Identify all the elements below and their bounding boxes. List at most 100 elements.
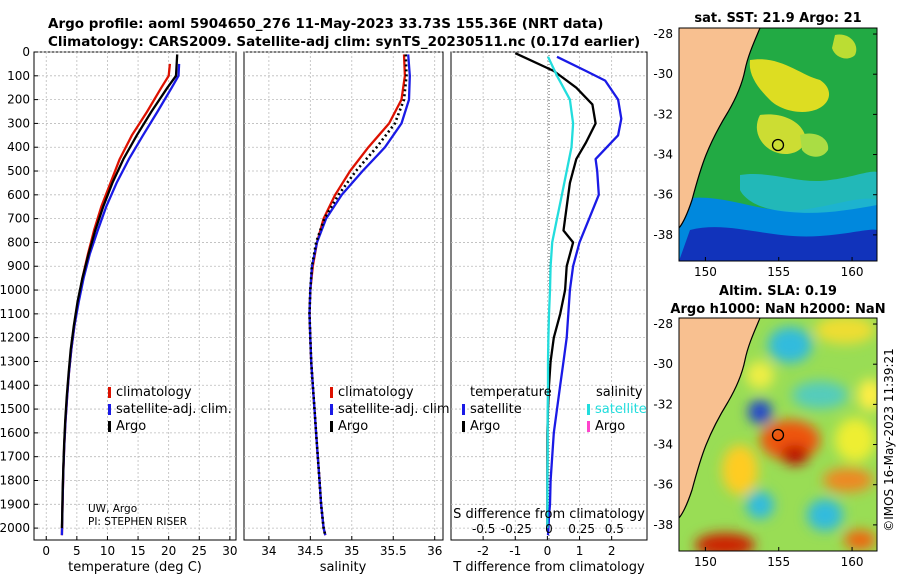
salinity-legend: climatology satellite-adj. clim. Argo <box>330 385 454 434</box>
temperature-xtick-label: 5 <box>73 544 81 558</box>
depth-tick-label: 100 <box>7 69 30 83</box>
map-ytick-label: -34 <box>653 438 673 452</box>
salinity-difference-label: S difference from climatology <box>453 507 645 522</box>
temperature-legend: climatology satellite-adj. clim. Argo <box>108 385 232 434</box>
depth-tick-label: 2000 <box>0 521 30 535</box>
difference-xtick-label: -1 <box>509 544 521 558</box>
temperature-xtick-label: 30 <box>222 544 237 558</box>
map-ytick-label: -30 <box>653 67 673 81</box>
depth-tick-label: 1000 <box>0 283 30 297</box>
sst-map-title: sat. SST: 21.9 Argo: 21 <box>694 11 861 26</box>
sla-map-title-line1: Altim. SLA: 0.19 <box>719 284 837 299</box>
map-xtick-label: 155 <box>767 265 790 279</box>
figure-title-line2: Climatology: CARS2009. Satellite-adj cli… <box>48 34 640 50</box>
map-ytick-label: -32 <box>653 107 673 121</box>
salinity-diff-tick-label: 0.5 <box>605 522 624 536</box>
depth-tick-label: 1100 <box>0 307 30 321</box>
temperature-xtick-label: 10 <box>100 544 115 558</box>
salinity-xtick-label: 34.5 <box>297 544 324 558</box>
map-xtick-label: 160 <box>841 265 864 279</box>
depth-tick-label: 800 <box>7 235 30 249</box>
depth-tick-label: 400 <box>7 140 30 154</box>
sst-map: sat. SST: 21.9 Argo: 21 150 155 160 -28 -30 -… <box>653 11 878 279</box>
map-ytick-label: -38 <box>653 228 673 242</box>
sla-argo-marker <box>771 428 785 442</box>
map-ytick-label: -34 <box>653 148 673 162</box>
depth-tick-label: 500 <box>7 164 30 178</box>
temperature-xtick-label: 20 <box>161 544 176 558</box>
map-ytick-label: -32 <box>653 397 673 411</box>
depth-tick-label: 1800 <box>0 473 30 487</box>
salinity-xtick-label: 35.5 <box>380 544 407 558</box>
temperature-panel: 0 5 10 15 20 25 30 temperature (deg C) climato… <box>33 51 238 575</box>
sla-map: Altim. SLA: 0.19 Argo h1000: NaN h2000: … <box>653 284 885 569</box>
depth-tick-label: 1600 <box>0 426 30 440</box>
temperature-legend-argo: Argo <box>116 419 146 434</box>
legend-sal-satellite: satellite <box>595 402 647 417</box>
depth-tick-label: 1900 <box>0 497 30 511</box>
salinity-diff-tick-label: -0.5 <box>472 522 495 536</box>
difference-series-salinity-satellite <box>546 56 575 529</box>
depth-tick-label: 300 <box>7 116 30 130</box>
temperature-legend-climatology: climatology <box>116 385 192 400</box>
map-ytick-label: -36 <box>653 478 673 492</box>
sla-map-title-line2: Argo h1000: NaN h2000: NaN <box>670 302 885 317</box>
difference-xtick-label: 1 <box>576 544 584 558</box>
salinity-legend-satellite: satellite-adj. clim. <box>338 402 454 417</box>
difference-xtick-label: -2 <box>477 544 489 558</box>
temperature-xtick-label: 25 <box>192 544 207 558</box>
depth-tick-label: 200 <box>7 93 30 107</box>
legend-title-temperature: temperature <box>470 385 552 400</box>
map-ytick-label: -36 <box>653 188 673 202</box>
salinity-x-label: salinity <box>320 560 367 575</box>
map-xtick-label: 150 <box>694 265 717 279</box>
temperature-series-argo <box>60 54 179 529</box>
depth-tick-label: 1400 <box>0 378 30 392</box>
map-ytick-label: -30 <box>653 357 673 371</box>
difference-series-temperature-satellite <box>546 55 623 536</box>
depth-tick-label: 1200 <box>0 331 30 345</box>
depth-tick-label: 0 <box>22 45 30 59</box>
map-xtick-label: 155 <box>767 555 790 569</box>
salinity-legend-argo: Argo <box>338 419 368 434</box>
salinity-series-argo <box>308 54 408 536</box>
salinity-panel: 34 34.5 35 35.5 36 salinity climatology sate… <box>243 51 454 575</box>
depth-tick-label: 1700 <box>0 450 30 464</box>
temperature-xtick-label: 0 <box>42 544 50 558</box>
salinity-xtick-label: 34 <box>261 544 276 558</box>
sst-argo-marker <box>771 138 785 152</box>
float-owner: UW, Argo <box>88 503 137 515</box>
depth-tick-label: 900 <box>7 259 30 273</box>
legend-temp-satellite: satellite <box>470 402 522 417</box>
map-xtick-label: 150 <box>694 555 717 569</box>
salinity-diff-tick-label: 0 <box>545 522 553 536</box>
difference-legend: temperature salinity satellite Argo sate… <box>462 385 647 434</box>
legend-sal-argo: Argo <box>595 419 625 434</box>
legend-temp-argo: Argo <box>470 419 500 434</box>
figure-title-line1: Argo profile: aoml 5904650_276 11-May-20… <box>48 16 603 32</box>
imos-credit: ©IMOS 16-May-2023 11:39:21 <box>882 348 896 532</box>
map-xtick-label: 160 <box>841 555 864 569</box>
salinity-xtick-label: 35 <box>344 544 359 558</box>
depth-tick-label: 1500 <box>0 402 30 416</box>
difference-xtick-label: 0 <box>544 544 552 558</box>
temperature-x-label: temperature (deg C) <box>68 560 202 575</box>
difference-x-label: T difference from climatology <box>452 560 645 575</box>
salinity-xtick-label: 36 <box>427 544 442 558</box>
depth-tick-label: 600 <box>7 188 30 202</box>
legend-title-salinity: salinity <box>596 385 643 400</box>
salinity-diff-tick-label: 0.25 <box>568 522 595 536</box>
map-ytick-label: -28 <box>653 317 673 331</box>
depth-tick-label: 700 <box>7 212 30 226</box>
float-pi: PI: STEPHEN RISER <box>88 516 187 528</box>
map-ytick-label: -28 <box>653 27 673 41</box>
temperature-xtick-label: 15 <box>130 544 145 558</box>
salinity-legend-climatology: climatology <box>338 385 414 400</box>
depth-tick-label: 1300 <box>0 354 30 368</box>
difference-xtick-label: 2 <box>608 544 616 558</box>
difference-panel: -2 -1 0 1 2 T difference from climatology S … <box>450 51 648 575</box>
temperature-legend-satellite: satellite-adj. clim. <box>116 402 232 417</box>
map-ytick-label: -38 <box>653 518 673 532</box>
salinity-diff-tick-label: -0.25 <box>501 522 532 536</box>
